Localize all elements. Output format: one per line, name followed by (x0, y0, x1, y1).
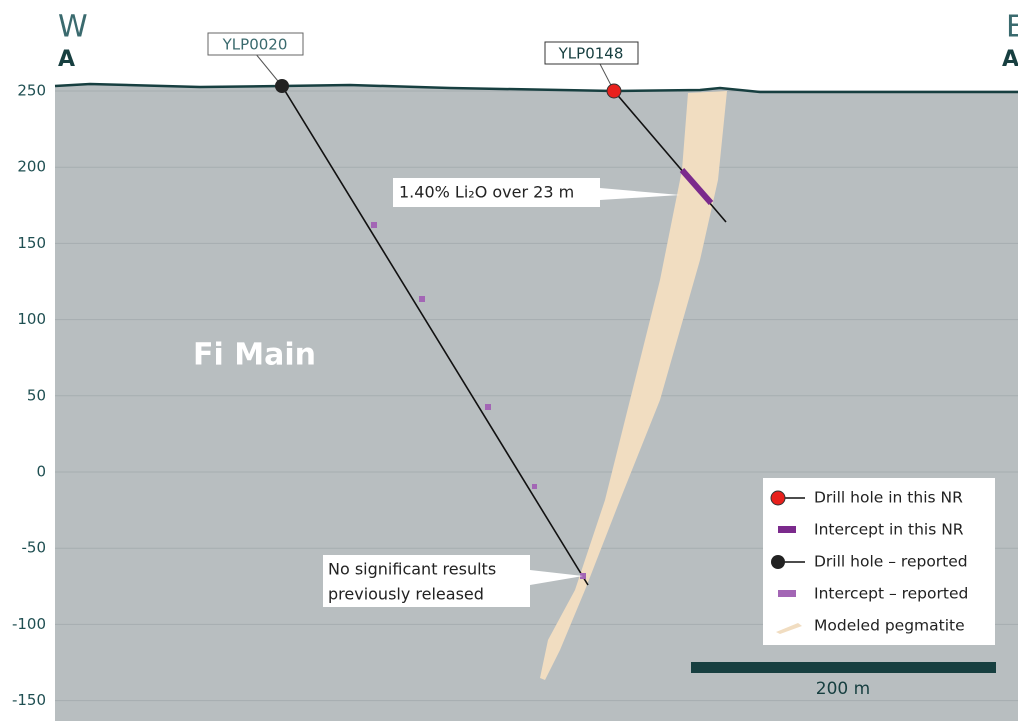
legend-label: Drill hole in this NR (814, 489, 963, 507)
hole-label-box (544, 41, 639, 65)
legend-symbol (778, 526, 796, 533)
intercept (679, 168, 714, 205)
east: E (1006, 10, 1018, 45)
legend-label: Drill hole – reported (814, 553, 968, 571)
y-tick-label: 50 (27, 386, 46, 404)
callout-text: No significant results (328, 560, 496, 579)
drill-collar (606, 83, 622, 99)
legend-label: Modeled pegmatite (814, 617, 965, 635)
callout (323, 555, 583, 607)
west-label: A (58, 47, 75, 72)
west: W (58, 10, 88, 45)
hole-label-box (207, 32, 304, 56)
hole-label: YLP0148 (558, 45, 624, 63)
zone-label: Fi Main (193, 338, 316, 373)
leader (254, 52, 283, 87)
y-tick-label: 250 (17, 82, 46, 100)
y-tick-label: 200 (17, 158, 46, 176)
legend-label: Intercept in this NR (814, 521, 964, 539)
east-label: A (1002, 47, 1018, 72)
callout (393, 178, 680, 207)
callout-text: previously released (328, 585, 484, 604)
legend-label: Intercept – reported (814, 585, 968, 603)
y-tick-label: -150 (12, 691, 46, 709)
y-tick-label: -50 (22, 539, 47, 557)
y-tick-label: 150 (17, 234, 46, 252)
scale-bar (691, 662, 996, 673)
hole-label: YLP0020 (222, 36, 288, 54)
y-tick-label: 100 (17, 310, 46, 328)
legend-symbol (776, 623, 802, 634)
scale-label: 200 m (816, 679, 870, 699)
y-tick-label: 0 (36, 463, 46, 481)
legend-symbol (770, 490, 786, 506)
drill-trace (281, 85, 589, 586)
pegmatite (540, 91, 727, 680)
legend-symbol (778, 590, 796, 597)
drill-collar (275, 79, 289, 93)
y-tick-label: -100 (12, 615, 46, 633)
topography (54, 82, 1018, 94)
callout-text: 1.40% Li₂O over 23 m (399, 183, 574, 202)
legend-symbol (771, 555, 785, 569)
